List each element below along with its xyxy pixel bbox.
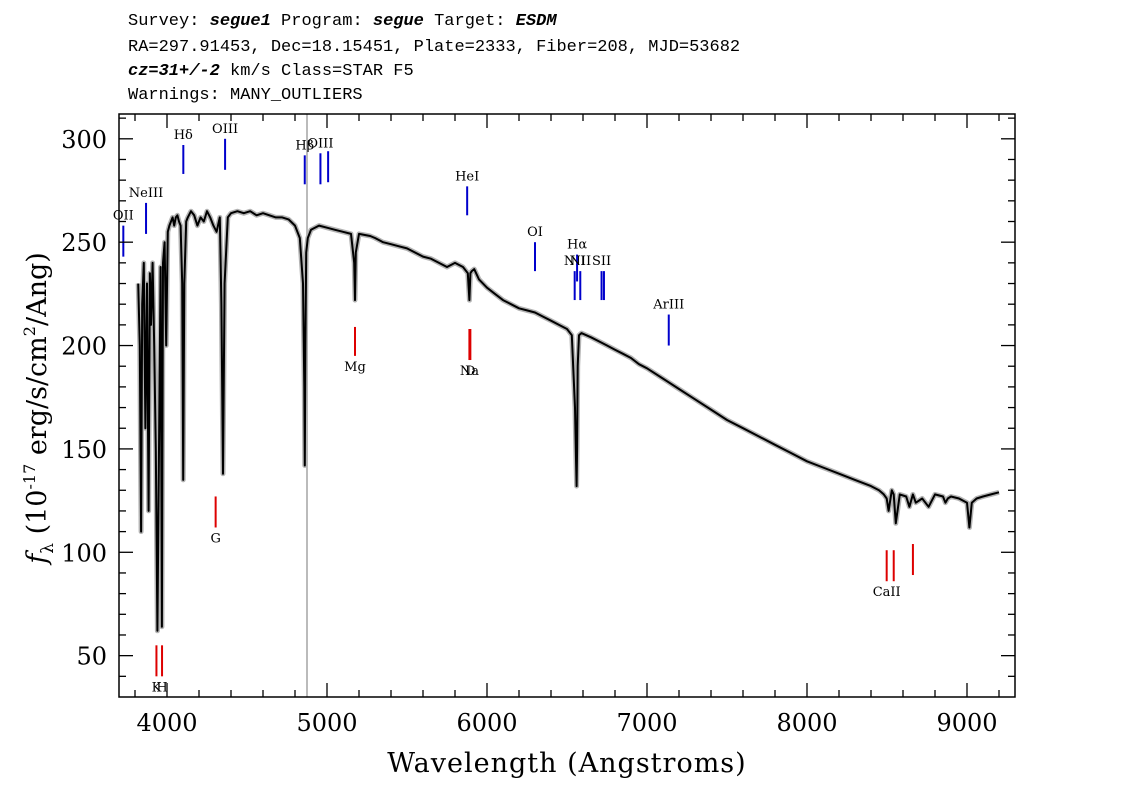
cz-label: cz= [128,62,159,81]
emission-line-label: Hα [567,238,587,253]
absorption-line-label: CaII [873,585,901,600]
emission-line-label: OII [113,209,134,224]
y-label-mid: erg/s/cm [22,336,53,464]
x-axis-label: Wavelength (Angstroms) [387,748,746,779]
x-tick-label: 7000 [616,709,677,737]
emission-line-label: NII [564,254,586,269]
absorption-line-label: Na [460,364,479,379]
program-label: Program: [281,12,363,31]
cz-value: 31+/-2 [158,62,220,81]
header-line-3: cz=31+/-2 km/s Class=STAR F5 [128,62,414,82]
emission-line-label: OIII [307,136,333,151]
error-band [135,208,1000,634]
survey-label: Survey: [128,12,200,31]
emission-line-label: Hβ [295,138,314,153]
x-tick-label: 5000 [296,709,357,737]
y-label-main: (10 [22,490,53,543]
cz-rest: km/s Class=STAR F5 [219,62,414,81]
absorption-line-label: G [210,531,220,546]
y-tick-label: 50 [76,643,107,671]
x-tick-label: 9000 [936,709,997,737]
y-tick-label: 100 [61,539,107,567]
target-value: ESDM [515,12,557,31]
emission-line-label: OIII [212,122,238,137]
emission-line-label: NeIII [129,186,163,201]
x-tick-label: 4000 [136,709,197,737]
emission-line-label: Hδ [174,128,193,143]
absorption-line-label: K [152,680,162,695]
x-tick-label: 8000 [776,709,837,737]
plot-frame [118,113,1016,698]
y-tick-label: 250 [61,229,107,257]
y-tick-label: 300 [61,126,107,154]
y-label-exp2: 2 [20,326,39,336]
y-tick-label: 150 [61,436,107,464]
header-line-1: Survey: segue1 Program: segue Target: ES… [128,12,557,32]
header-line-2: RA=297.91453, Dec=18.15451, Plate=2333, … [128,38,741,57]
absorption-line-label: Mg [344,360,366,375]
target-label: Target: [434,12,506,31]
emission-line-label: OI [527,225,543,240]
y-label-exp1: -17 [20,464,39,490]
emission-line-label: NII [569,254,591,269]
absorption-line-label: H [156,680,167,695]
y-label-sub: λ [38,543,58,554]
y-label-tail: /Ang) [22,252,53,326]
emission-line-label: HeI [455,169,479,184]
program-value: segue [372,12,424,31]
spectrum-line [137,210,1000,632]
absorption-line-label: D [465,364,475,379]
y-axis-label: fλ (10-17 erg/s/cm2/Ang) [20,252,58,566]
survey-value: segue1 [209,12,271,31]
emission-line-label: ArIII [652,298,684,313]
header-line-4: Warnings: MANY_OUTLIERS [128,86,363,105]
emission-line-label: SII [592,254,611,269]
y-tick-label: 200 [61,333,107,361]
x-tick-label: 6000 [456,709,517,737]
